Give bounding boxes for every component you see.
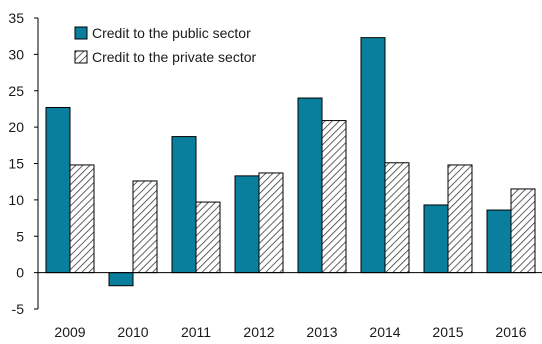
legend: Credit to the public sector Credit to the… [74,25,257,65]
bar-public-2014 [360,37,386,274]
bars-group [45,37,536,287]
bar-private-2016 [510,188,536,274]
x-tick-label: 2010 [117,324,148,339]
bar-public-2009 [45,106,71,274]
y-tick-label: 15 [8,156,24,172]
x-tick-label: 2009 [54,324,85,339]
y-tick-label: 35 [8,10,24,26]
x-tick-label: 2013 [306,324,337,339]
y-axis: -5 0 5 10 15 20 25 30 35 [8,10,38,317]
x-tick-label: 2015 [432,324,463,339]
legend-swatch-private [74,50,88,64]
x-tick-label: 2011 [181,324,211,339]
y-tick-label: 25 [8,83,24,99]
bar-public-2010 [108,272,134,287]
bar-private-2012 [258,172,284,274]
bar-private-2015 [447,164,473,274]
legend-swatch-public [74,26,88,40]
bar-private-2009 [69,164,95,274]
x-tick-label: 2016 [495,324,526,339]
y-tick-label: 30 [8,46,24,62]
bar-public-2011 [171,136,197,274]
bar-public-2016 [486,209,512,274]
x-tick-label: 2014 [369,324,400,339]
y-tick-label: 5 [16,228,24,244]
y-tick-label: 20 [8,119,24,135]
bar-public-2013 [297,97,323,274]
x-axis-labels: 2009 2010 2011 2012 2013 2014 2015 2016 [54,324,526,340]
bar-private-2014 [384,162,410,274]
y-tick-label: 0 [16,265,24,281]
bar-private-2013 [321,120,347,274]
bar-public-2015 [423,204,449,274]
bar-private-2010 [132,180,158,274]
x-tick-label: 2012 [243,324,274,339]
legend-label-private: Credit to the private sector [92,49,257,65]
y-tick-label: 10 [8,192,24,208]
bar-public-2012 [234,175,260,274]
y-tick-label: -5 [12,301,25,317]
legend-label-public: Credit to the public sector [92,25,251,41]
bar-private-2011 [195,201,221,274]
